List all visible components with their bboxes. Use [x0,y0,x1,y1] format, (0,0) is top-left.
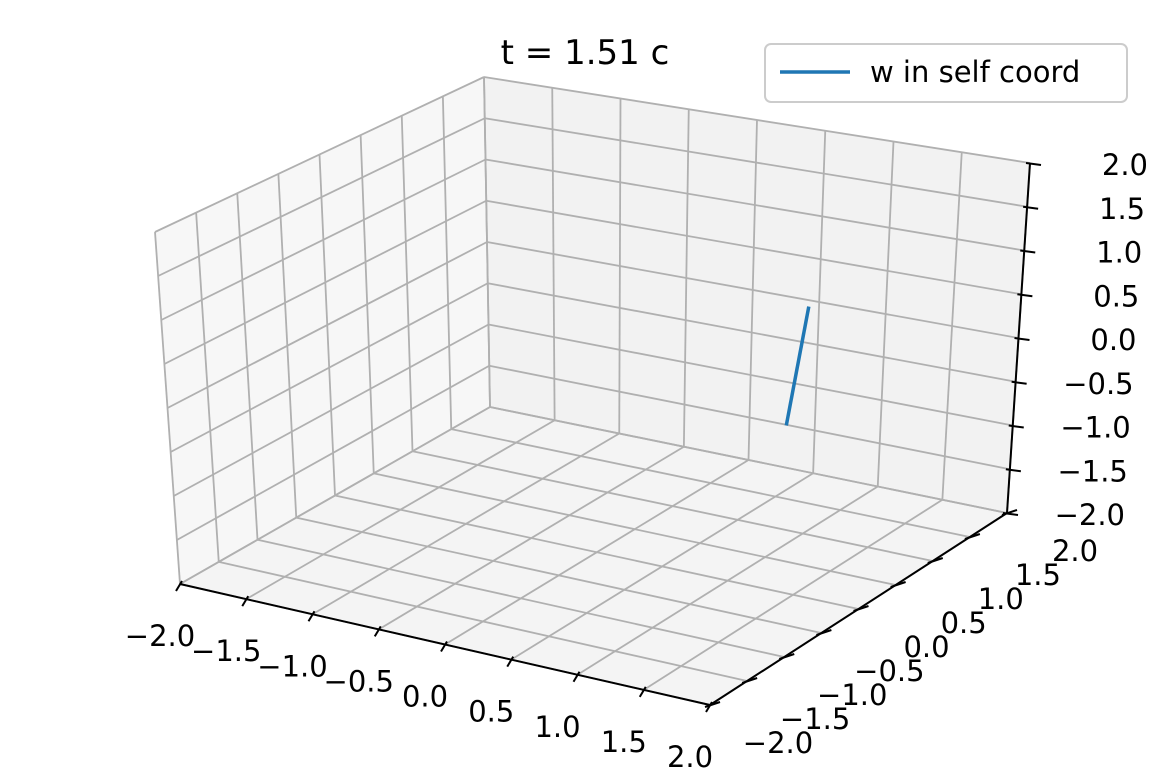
x-tick-7 [638,686,647,698]
x-tick-2 [307,610,316,622]
legend-entry-label: w in self coord [870,55,1080,89]
grid-side-z-4 [167,241,488,409]
grid-side-z-5 [163,199,487,365]
grid-floor-y-5 [373,472,896,586]
x-tick-label-1: −1.5 [191,634,261,668]
z-tick-label-3: −0.5 [1063,367,1133,401]
grid-side-z-3 [170,282,489,453]
legend-frame [764,43,1128,103]
z-tick-2 [1008,424,1024,429]
y-tick-7 [964,533,981,540]
z-tick-label-2: −1.0 [1060,411,1130,445]
z-tick-label-8: 2.0 [1102,148,1148,182]
x-tick-4 [440,640,448,653]
x-tick-label-7: 1.5 [601,725,647,759]
grid-back-z-2 [488,323,1013,427]
x-tick-6 [572,671,581,683]
x-tick-label-2: −1.0 [257,649,327,683]
grid-back-z-1 [489,364,1011,471]
grid-back-z-7 [484,117,1028,208]
y-tick-label-3: −0.5 [854,654,924,688]
grid-back-z-6 [485,158,1025,252]
z-tick-1 [1005,468,1022,473]
y-tick-5 [890,581,906,588]
series-line-0 [784,306,811,426]
grid-back-z-3 [487,282,1016,383]
grid-back-z-4 [486,241,1019,339]
legend: w in self coord [764,43,1128,103]
x-tick-label-8: 2.0 [667,740,713,774]
grid-side-z-1 [176,364,490,541]
grid-back-z-5 [486,199,1022,296]
x-tick-label-0: −2.0 [125,619,195,653]
y-tick-label-8: 2.0 [1052,534,1098,568]
grid-floor-y-3 [296,516,822,634]
grid-floor-y-6 [412,450,933,562]
grid-floor-y-2 [257,538,785,658]
x-tick-8 [705,701,713,713]
chart-title: t = 1.51 c [501,33,670,73]
z-tick-label-5: 0.5 [1093,279,1139,313]
y-tick-label-5: 0.5 [941,606,987,640]
grid-floor-y-1 [218,560,748,682]
z-tick-label-0: −2.0 [1055,498,1125,532]
grid-floor-y-4 [334,494,859,610]
x-tick-5 [506,656,515,668]
y-tick-label-2: −1.0 [817,678,887,712]
y-tick-label-4: 0.0 [903,630,949,664]
grid-back-z-8 [483,76,1031,164]
y-tick-3 [816,629,832,636]
z-tick-3 [1011,380,1027,385]
y-tick-4 [853,605,869,612]
y-tick-label-1: −1.5 [780,702,850,736]
x-tick-label-6: 1.0 [534,710,580,744]
z-tick-label-1: −1.5 [1057,454,1127,488]
x-tick-label-4: 0.0 [402,680,448,714]
grid-side-z-8 [154,76,485,233]
grid-side-z-2 [173,323,489,497]
x-tick-3 [373,625,382,637]
y-tick-2 [778,653,795,660]
y-tick-label-6: 1.0 [978,582,1024,616]
z-tick-label-7: 1.5 [1099,192,1145,226]
grid-floor-y-7 [451,428,971,538]
z-tick-label-4: 0.0 [1090,323,1136,357]
y-tick-label-0: −2.0 [743,726,813,760]
z-tick-5 [1017,293,1033,298]
tick-marks [175,162,1042,713]
z-tick-label-6: 1.0 [1096,236,1142,270]
grid-back-z-0 [489,406,1008,514]
tick-labels: −2.0−1.5−1.0−0.5 0.0 0.5 1.0 1.5 2.0 −2.0−1.5−… [125,148,1148,774]
x-tick-label-3: −0.5 [324,664,394,698]
grid-side-z-6 [160,158,486,321]
y-tick-label-7: 1.5 [1015,558,1061,592]
grid-side-z-7 [157,117,486,277]
y-tick-0 [704,701,721,708]
z-tick-7 [1022,205,1039,210]
x-tick-label-5: 0.5 [468,695,514,729]
y-tick-6 [927,557,944,564]
z-tick-6 [1020,249,1036,254]
grid-side-z-0 [179,406,491,585]
x-tick-0 [175,580,183,592]
series-lines [784,306,811,426]
z-tick-4 [1014,337,1030,341]
z-tick-0 [1002,512,1019,516]
x-tick-1 [241,595,250,607]
z-tick-8 [1025,162,1042,166]
y-tick-1 [741,677,758,684]
